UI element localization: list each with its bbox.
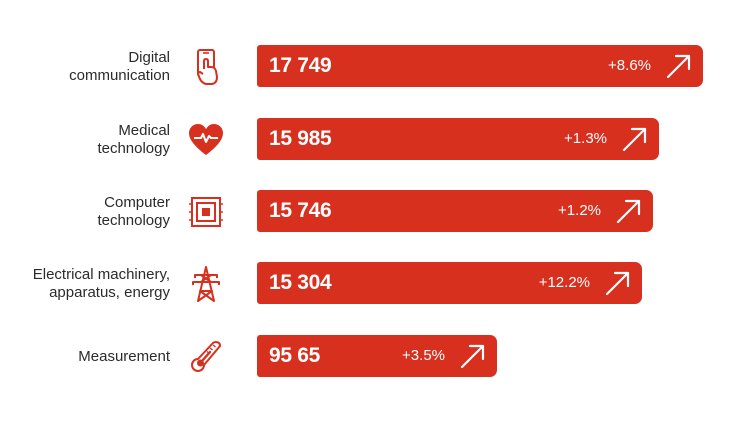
bar-value-label: 17 749 bbox=[269, 45, 331, 87]
change-percent-label: +1.3% bbox=[564, 118, 607, 160]
chart-row: Computertechnology 15 746 +1.2% bbox=[0, 190, 750, 234]
arrow-up-right-icon bbox=[615, 197, 643, 225]
chart-row: Digitalcommunication 17 749 +8.6% bbox=[0, 45, 750, 89]
arrow-up-right-icon bbox=[665, 52, 693, 80]
category-label-line: Measurement bbox=[78, 348, 170, 366]
change-percent-label: +1.2% bbox=[558, 190, 601, 232]
smartphone-touch-icon bbox=[186, 47, 226, 87]
category-label: Electrical machinery,apparatus, energy bbox=[0, 262, 170, 306]
category-label-line: Medical bbox=[97, 122, 170, 140]
power-pylon-icon bbox=[186, 264, 226, 304]
bar: 15 985 +1.3% bbox=[257, 118, 659, 160]
bar-value-label: 15 985 bbox=[269, 118, 331, 160]
change-percent-label: +8.6% bbox=[608, 45, 651, 87]
bar: 95 65 +3.5% bbox=[257, 335, 497, 377]
chart-row: Electrical machinery,apparatus, energy 15… bbox=[0, 262, 750, 306]
arrow-up-right-icon bbox=[604, 269, 632, 297]
category-label-line: apparatus, energy bbox=[33, 284, 170, 302]
category-label: Digitalcommunication bbox=[0, 45, 170, 89]
microchip-icon bbox=[186, 192, 226, 232]
chart-row: Measurement 95 65 +3.5% bbox=[0, 335, 750, 379]
heart-pulse-icon bbox=[186, 120, 226, 160]
bar: 15 746 +1.2% bbox=[257, 190, 653, 232]
arrow-up-right-icon bbox=[459, 342, 487, 370]
category-label-line: Digital bbox=[69, 49, 170, 67]
category-label-line: technology bbox=[97, 140, 170, 158]
chart-row: Medicaltechnology 15 985 +1.3% bbox=[0, 118, 750, 162]
category-label-line: technology bbox=[97, 212, 170, 230]
thermometer-icon bbox=[186, 337, 226, 377]
category-label: Computertechnology bbox=[0, 190, 170, 234]
category-label-line: communication bbox=[69, 67, 170, 85]
bar-value-label: 95 65 bbox=[269, 335, 320, 377]
category-label-line: Electrical machinery, bbox=[33, 266, 170, 284]
bar: 15 304 +12.2% bbox=[257, 262, 642, 304]
change-percent-label: +12.2% bbox=[539, 262, 590, 304]
category-label: Measurement bbox=[0, 335, 170, 379]
category-label: Medicaltechnology bbox=[0, 118, 170, 162]
bar: 17 749 +8.6% bbox=[257, 45, 703, 87]
arrow-up-right-icon bbox=[621, 125, 649, 153]
bar-value-label: 15 304 bbox=[269, 262, 331, 304]
category-label-line: Computer bbox=[97, 194, 170, 212]
change-percent-label: +3.5% bbox=[402, 335, 445, 377]
bar-value-label: 15 746 bbox=[269, 190, 331, 232]
